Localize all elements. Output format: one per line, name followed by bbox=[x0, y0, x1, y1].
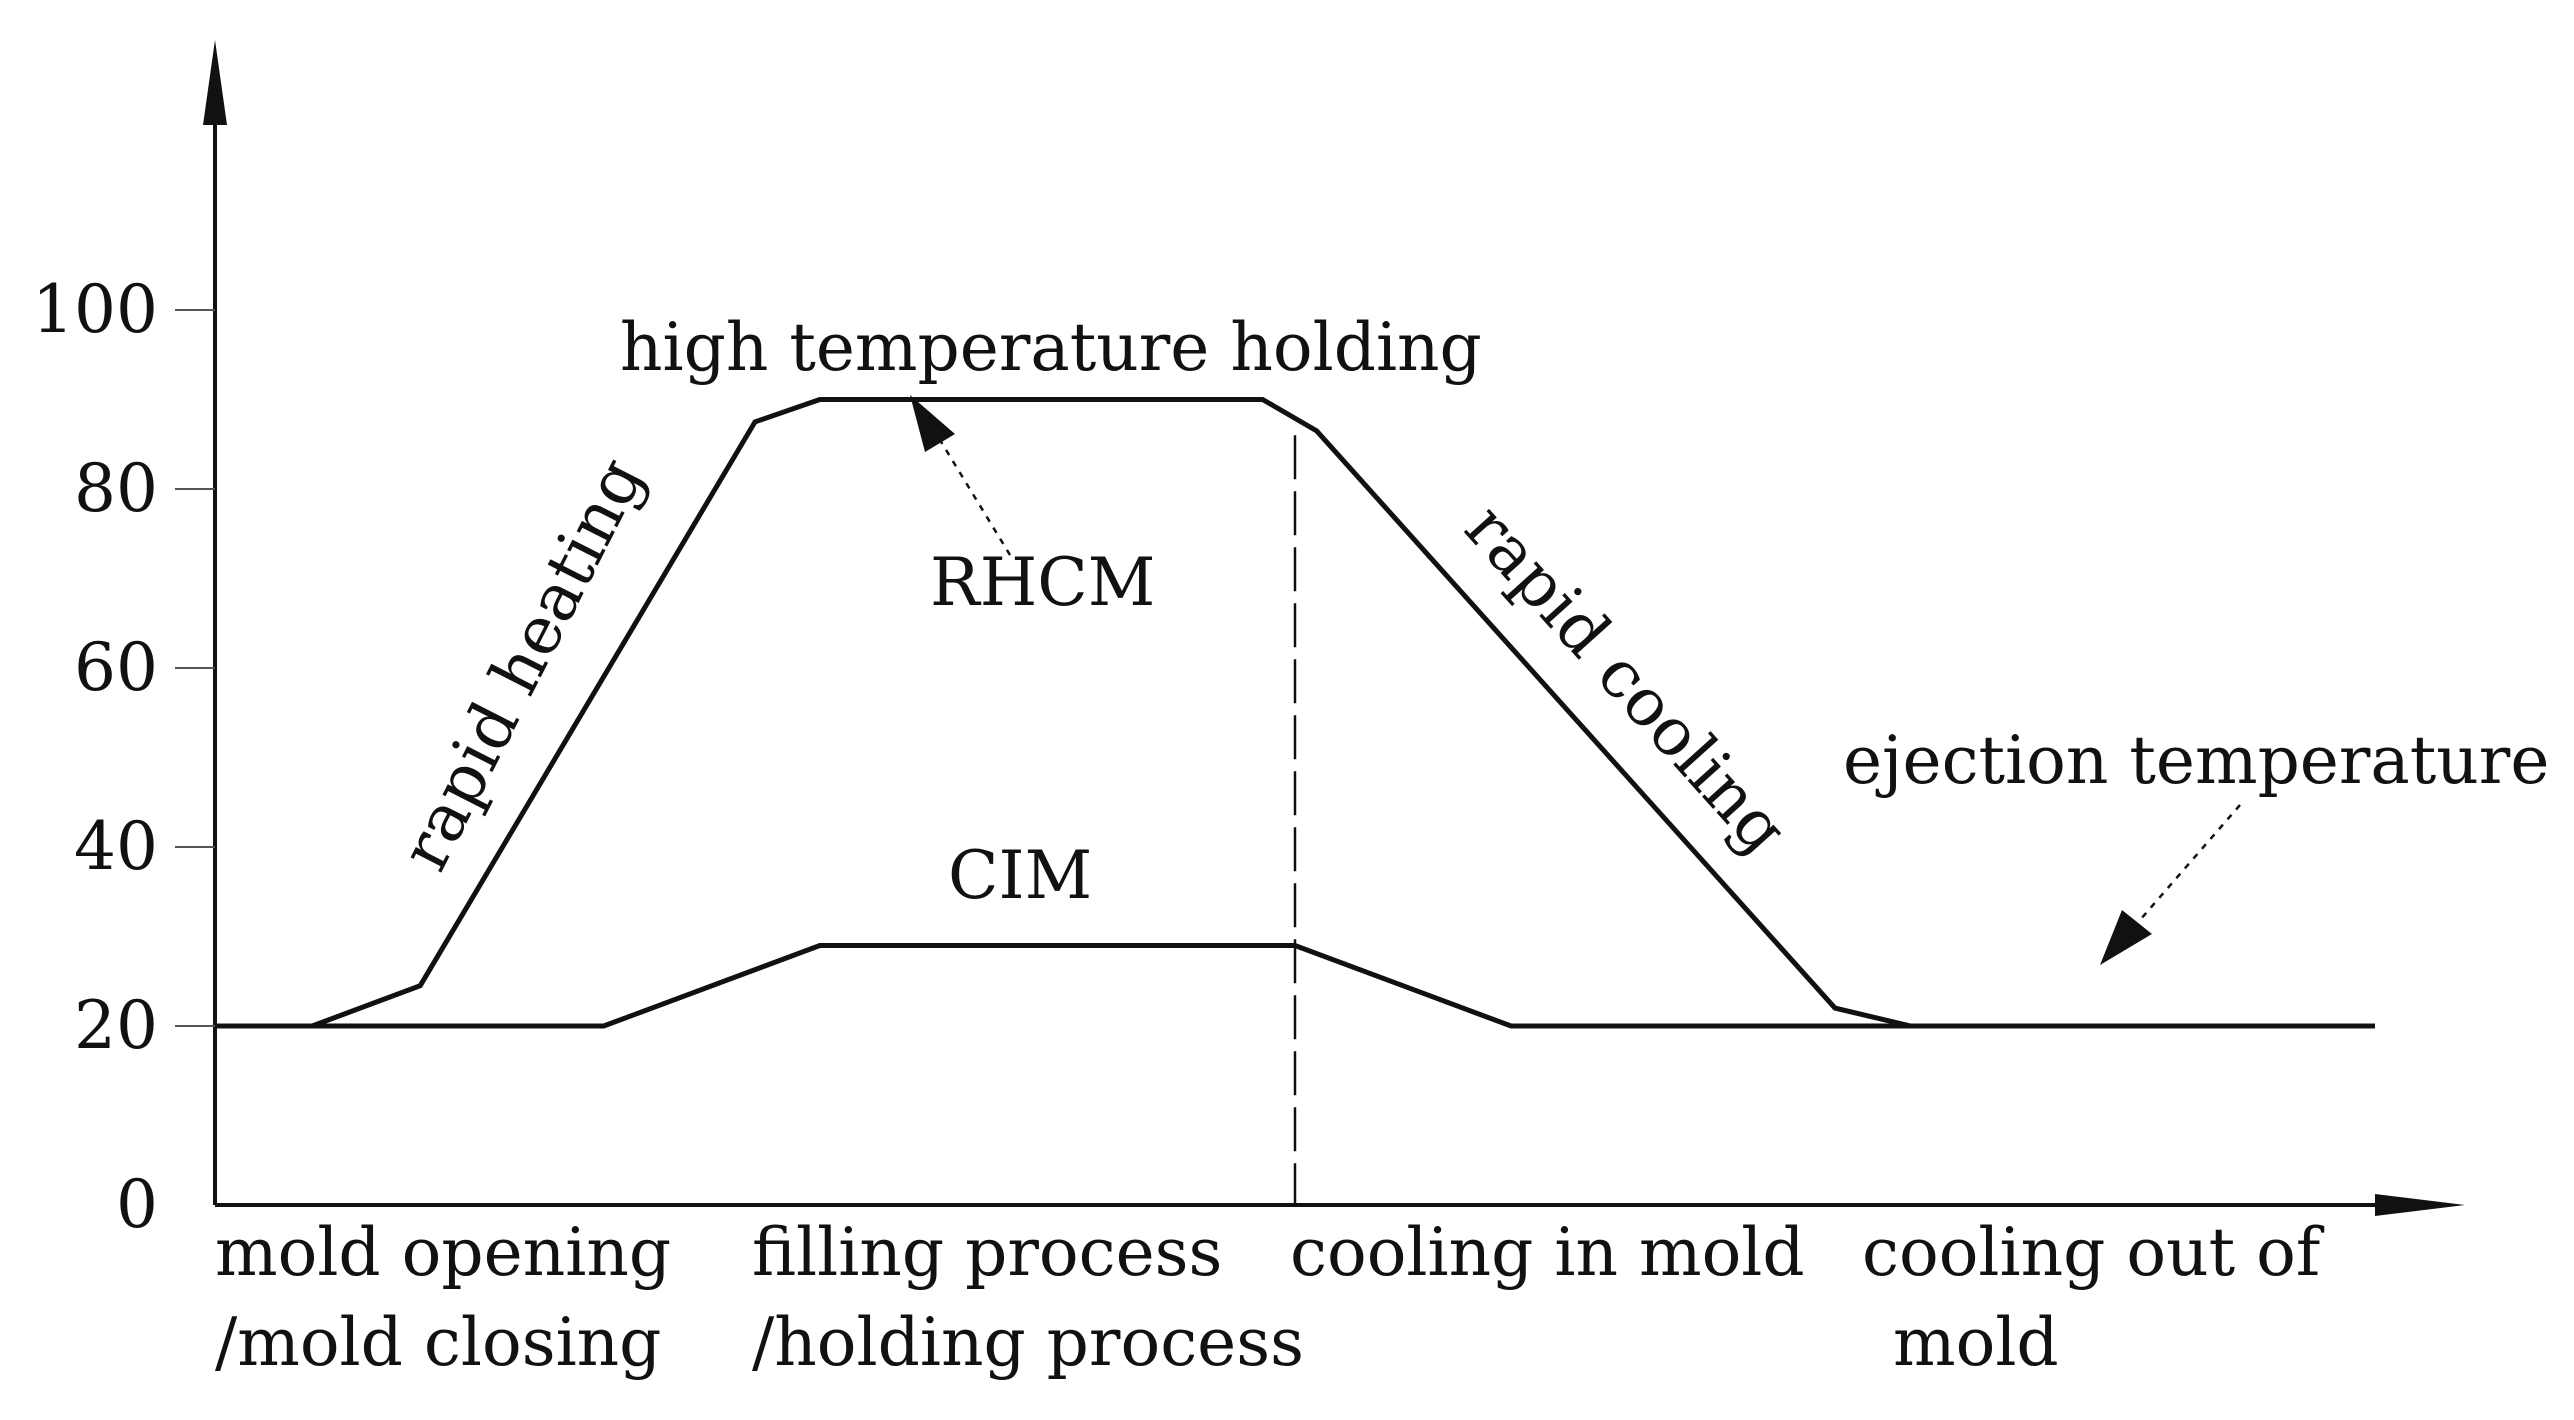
leader-arrowhead-ejection bbox=[2100, 910, 2152, 965]
phase-label-line1: mold opening bbox=[215, 1214, 671, 1291]
phase-label-line2: /holding process bbox=[752, 1304, 1304, 1381]
phase-labels: mold opening/mold closing filling process… bbox=[215, 1214, 2325, 1381]
y-ticks: 0 20 40 60 80 100 bbox=[32, 271, 215, 1243]
annotation-rapid-cooling: rapid cooling bbox=[1450, 489, 1802, 868]
phase-label-line1: cooling out of bbox=[1862, 1214, 2325, 1291]
annotation-ejection-temperature: ejection temperature bbox=[1843, 722, 2549, 799]
y-tick-label: 100 bbox=[32, 271, 158, 348]
annotation-high-temperature-holding: high temperature holding bbox=[620, 309, 1482, 386]
y-tick-label: 20 bbox=[74, 987, 158, 1064]
y-tick-label: 60 bbox=[74, 629, 158, 706]
phase-label-line2: /mold closing bbox=[215, 1304, 661, 1381]
series-layer bbox=[215, 397, 2375, 1029]
phase-label-line2: mold bbox=[1893, 1304, 2059, 1381]
series-line-cim bbox=[215, 943, 2375, 1029]
axes bbox=[203, 40, 2465, 1216]
phase-label-line1: cooling in mold bbox=[1290, 1214, 1805, 1291]
leader-arrowhead-holding bbox=[910, 395, 955, 452]
series-line-rhcm bbox=[215, 397, 2375, 1029]
phase-label-line1: filling process bbox=[752, 1214, 1222, 1291]
annotations: high temperature holding rapid heating r… bbox=[386, 309, 2549, 965]
series-labels: RHCM CIM bbox=[930, 544, 1155, 914]
series-label-rhcm: RHCM bbox=[930, 544, 1155, 621]
leader-ejection-temperature bbox=[2139, 804, 2241, 921]
y-tick-label: 80 bbox=[74, 450, 158, 527]
series-label-cim: CIM bbox=[948, 837, 1092, 914]
y-tick-label: 0 bbox=[116, 1166, 158, 1243]
leader-rhcm-to-holding bbox=[938, 439, 1012, 556]
y-tick-label: 40 bbox=[74, 808, 158, 885]
x-axis-arrowhead bbox=[2375, 1194, 2465, 1216]
y-axis-arrowhead bbox=[203, 40, 227, 125]
